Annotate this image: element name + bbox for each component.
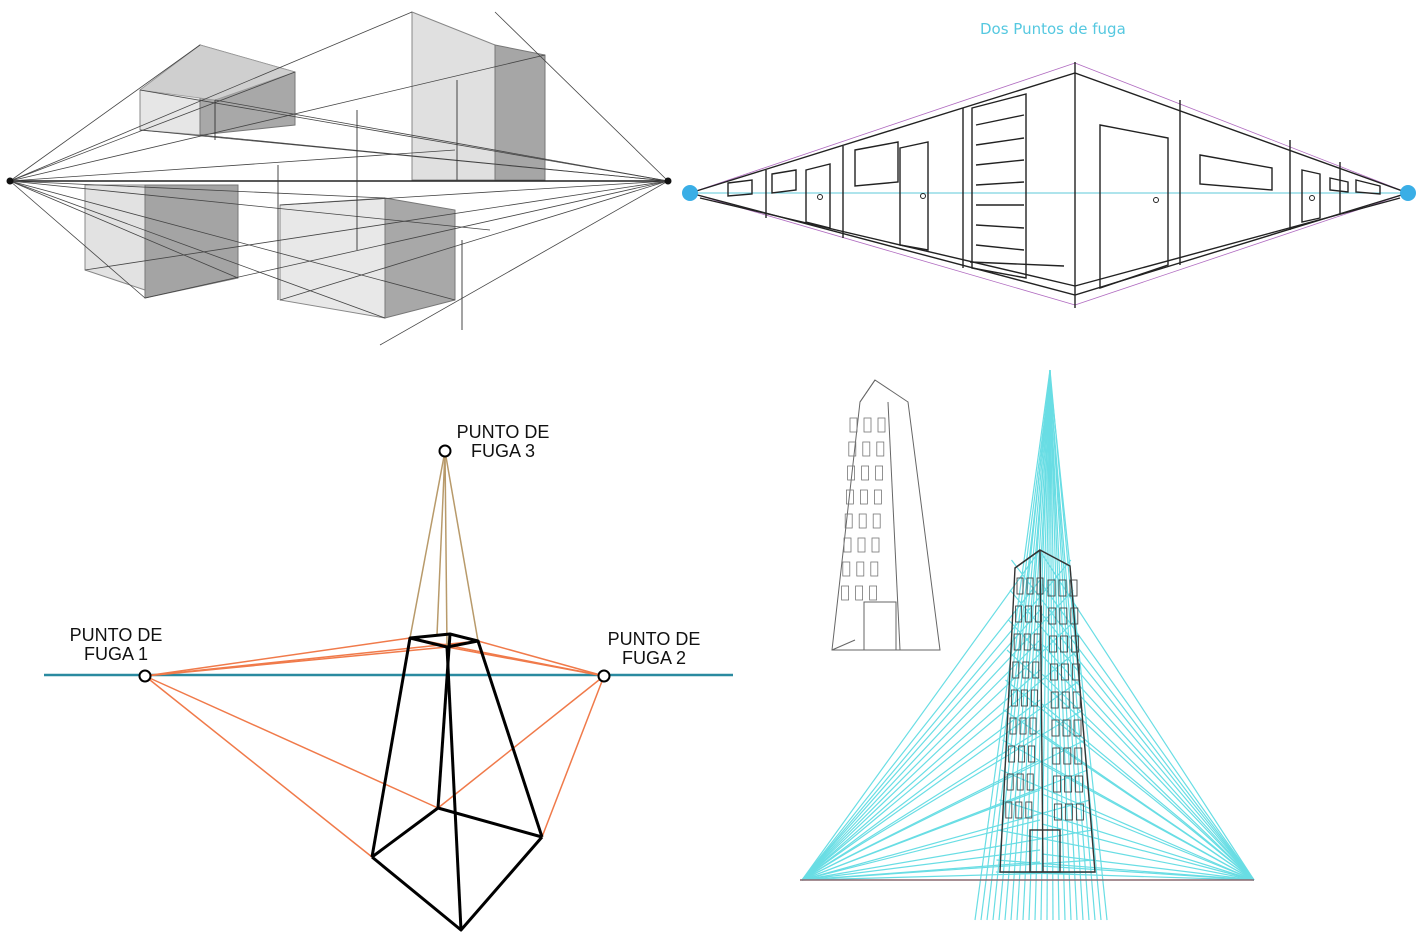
two-point-boxes-drawing — [6, 11, 672, 346]
vp3-label: PUNTO DE FUGA 3 — [456, 422, 550, 461]
panel-three-point-building — [780, 340, 1426, 932]
vanishing-point-right — [664, 177, 672, 185]
vanishing-point-left — [682, 185, 698, 201]
vanishing-point-right — [1400, 185, 1416, 201]
vp1-label: PUNTO DE FUGA 1 — [69, 625, 163, 664]
three-point-prism-drawing — [44, 444, 733, 932]
three-point-building-drawing — [800, 369, 1255, 921]
vanishing-point-1 — [138, 669, 152, 683]
panel-title: Dos Puntos de fuga — [980, 20, 1126, 38]
panel-two-point-building: Dos Puntos de fuga — [680, 0, 1426, 330]
vp2-label: PUNTO DE FUGA 2 — [607, 629, 701, 668]
building-corner-drawing — [682, 62, 1416, 308]
vanishing-point-left — [6, 177, 14, 185]
panel-three-point-prism: PUNTO DE FUGA 1 PUNTO DE FUGA 2 PUNTO DE… — [0, 350, 760, 932]
vanishing-point-3 — [438, 444, 452, 458]
panel-two-point-boxes — [0, 0, 680, 350]
vanishing-point-2 — [597, 669, 611, 683]
